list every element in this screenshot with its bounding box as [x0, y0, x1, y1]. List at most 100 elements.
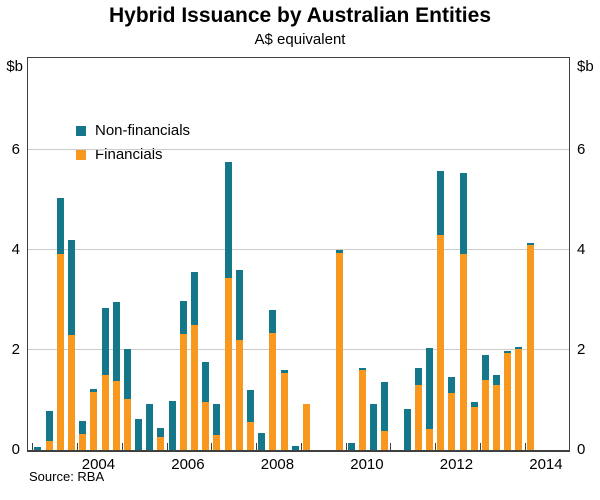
bar-financials: [246, 421, 254, 450]
x-axis-label: 2014: [529, 456, 563, 473]
x-axis-tick: [390, 443, 392, 450]
bar-non-financials: [123, 348, 131, 399]
bar-financials: [448, 392, 456, 450]
bar-non-financials: [67, 240, 75, 335]
plot-area: Non-financials Financials: [27, 57, 570, 452]
x-axis-label: 2006: [171, 456, 205, 473]
x-axis-label: 2010: [350, 456, 384, 473]
bar-financials: [191, 325, 199, 450]
bar-non-financials: [101, 307, 109, 375]
bar-non-financials: [90, 389, 98, 392]
x-axis-tick: [435, 443, 437, 450]
bar-financials: [235, 339, 243, 450]
bar-non-financials: [112, 302, 120, 381]
x-axis-label: 2008: [260, 456, 295, 473]
x-axis-tick: [77, 443, 79, 450]
bar-non-financials: [235, 269, 243, 340]
bar-financials: [515, 349, 523, 450]
bar-non-financials: [291, 446, 299, 450]
gridline: [28, 349, 569, 350]
bar-non-financials: [179, 301, 187, 334]
bar-financials: [425, 428, 433, 450]
bar-financials: [179, 333, 187, 450]
bar-financials: [381, 430, 389, 450]
bar-financials: [302, 404, 310, 450]
bar-financials: [56, 254, 64, 450]
bar-non-financials: [526, 242, 534, 245]
bar-financials: [269, 332, 277, 450]
bar-non-financials: [470, 401, 478, 407]
bar-non-financials: [79, 420, 87, 434]
x-axis-tick: [211, 443, 213, 450]
bar-non-financials: [448, 376, 456, 393]
bar-non-financials: [414, 367, 422, 385]
bar-financials: [101, 375, 109, 450]
x-axis-tick: [300, 443, 302, 450]
gridline: [28, 249, 569, 250]
x-axis-label: 2012: [439, 456, 474, 473]
y-axis-label-left: 4: [11, 241, 20, 258]
bar-non-financials: [459, 172, 467, 254]
bar-non-financials: [481, 355, 489, 380]
bar-non-financials: [425, 347, 433, 429]
chart-subtitle: A$ equivalent: [254, 31, 346, 48]
x-axis-tick: [345, 443, 347, 450]
bar-financials: [123, 398, 131, 450]
y-axis-label-right: 0: [577, 441, 586, 458]
x-axis-tick: [166, 443, 168, 450]
bar-non-financials: [157, 428, 165, 437]
bar-non-financials: [246, 390, 254, 422]
bar-financials: [112, 380, 120, 450]
y-axis-label-left: 6: [11, 141, 20, 158]
bar-non-financials: [135, 418, 143, 450]
bar-financials: [470, 406, 478, 450]
bar-financials: [45, 441, 53, 450]
bar-financials: [358, 370, 366, 450]
chart-title: Hybrid Issuance by Australian Entities: [109, 4, 491, 27]
y-axis-label-left: 0: [11, 441, 20, 458]
bar-financials: [67, 335, 75, 450]
x-axis-tick: [121, 443, 123, 450]
x-axis-label: 2004: [81, 456, 116, 473]
bar-non-financials: [504, 350, 512, 353]
bar-non-financials: [515, 346, 523, 349]
bar-non-financials: [202, 361, 210, 402]
bar-financials: [493, 385, 501, 450]
x-axis-tick: [256, 443, 258, 450]
bar-non-financials: [146, 403, 154, 450]
bar-financials: [157, 437, 165, 450]
y-axis-label-right: 2: [577, 341, 586, 358]
bar-non-financials: [347, 442, 355, 450]
source-note: Source: RBA: [29, 469, 105, 484]
bar-non-financials: [269, 310, 277, 333]
x-axis-tick: [524, 443, 526, 450]
bar-financials: [79, 433, 87, 450]
y-axis-label-right: 4: [577, 241, 586, 258]
bar-financials: [336, 252, 344, 450]
financials-swatch: [76, 149, 86, 160]
bar-non-financials: [191, 272, 199, 325]
bar-non-financials: [224, 161, 232, 278]
bar-non-financials: [213, 403, 221, 435]
legend-label-financials: Financials: [95, 146, 163, 163]
legend-item-non-financials: Non-financials: [76, 122, 190, 139]
x-axis-tick: [479, 443, 481, 450]
x-axis-tick: [32, 443, 34, 450]
bar-financials: [202, 401, 210, 450]
bar-non-financials: [280, 370, 288, 373]
bar-financials: [213, 434, 221, 450]
bar-financials: [504, 353, 512, 450]
bar-non-financials: [437, 171, 445, 235]
bar-non-financials: [258, 432, 266, 450]
bar-financials: [437, 235, 445, 450]
bar-financials: [459, 254, 467, 450]
bar-non-financials: [56, 198, 64, 254]
bar-non-financials: [358, 367, 366, 370]
bar-financials: [90, 391, 98, 450]
y-axis-unit-right: $b: [577, 58, 594, 75]
bar-financials: [526, 245, 534, 450]
gridline: [28, 149, 569, 150]
y-axis-label-right: 6: [577, 141, 586, 158]
y-axis-label-left: 2: [11, 341, 20, 358]
